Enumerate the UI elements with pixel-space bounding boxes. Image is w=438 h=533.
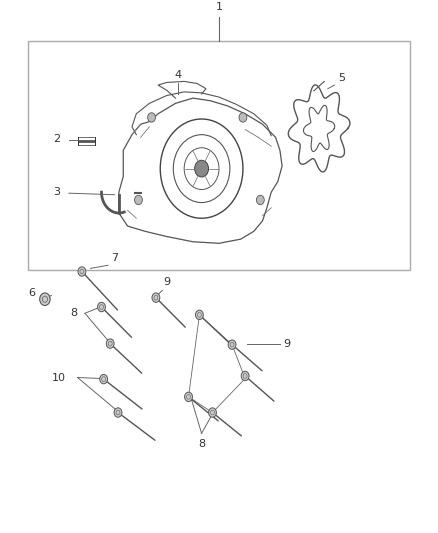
Text: 8: 8 bbox=[70, 308, 77, 318]
Circle shape bbox=[208, 408, 216, 417]
Text: 3: 3 bbox=[53, 187, 60, 197]
Circle shape bbox=[114, 408, 122, 417]
Circle shape bbox=[134, 195, 142, 205]
Text: 9: 9 bbox=[163, 277, 170, 287]
Text: 10: 10 bbox=[52, 373, 66, 383]
Text: 4: 4 bbox=[174, 70, 181, 80]
Bar bbox=[28, 41, 410, 270]
Circle shape bbox=[185, 392, 192, 401]
Circle shape bbox=[241, 372, 249, 381]
Circle shape bbox=[256, 195, 264, 205]
Text: 5: 5 bbox=[339, 74, 346, 84]
Circle shape bbox=[148, 113, 155, 122]
Circle shape bbox=[239, 113, 247, 122]
Text: 6: 6 bbox=[28, 288, 35, 298]
Circle shape bbox=[40, 293, 50, 305]
Circle shape bbox=[106, 339, 114, 348]
Circle shape bbox=[195, 310, 203, 320]
Circle shape bbox=[78, 267, 86, 276]
Circle shape bbox=[152, 293, 160, 302]
Text: 1: 1 bbox=[215, 2, 223, 12]
Text: 9: 9 bbox=[283, 338, 290, 349]
Circle shape bbox=[98, 302, 106, 312]
Text: 2: 2 bbox=[53, 134, 60, 144]
Circle shape bbox=[194, 160, 208, 177]
Circle shape bbox=[100, 374, 108, 384]
Text: 7: 7 bbox=[111, 253, 118, 263]
Circle shape bbox=[228, 340, 236, 349]
Text: 8: 8 bbox=[198, 439, 205, 449]
